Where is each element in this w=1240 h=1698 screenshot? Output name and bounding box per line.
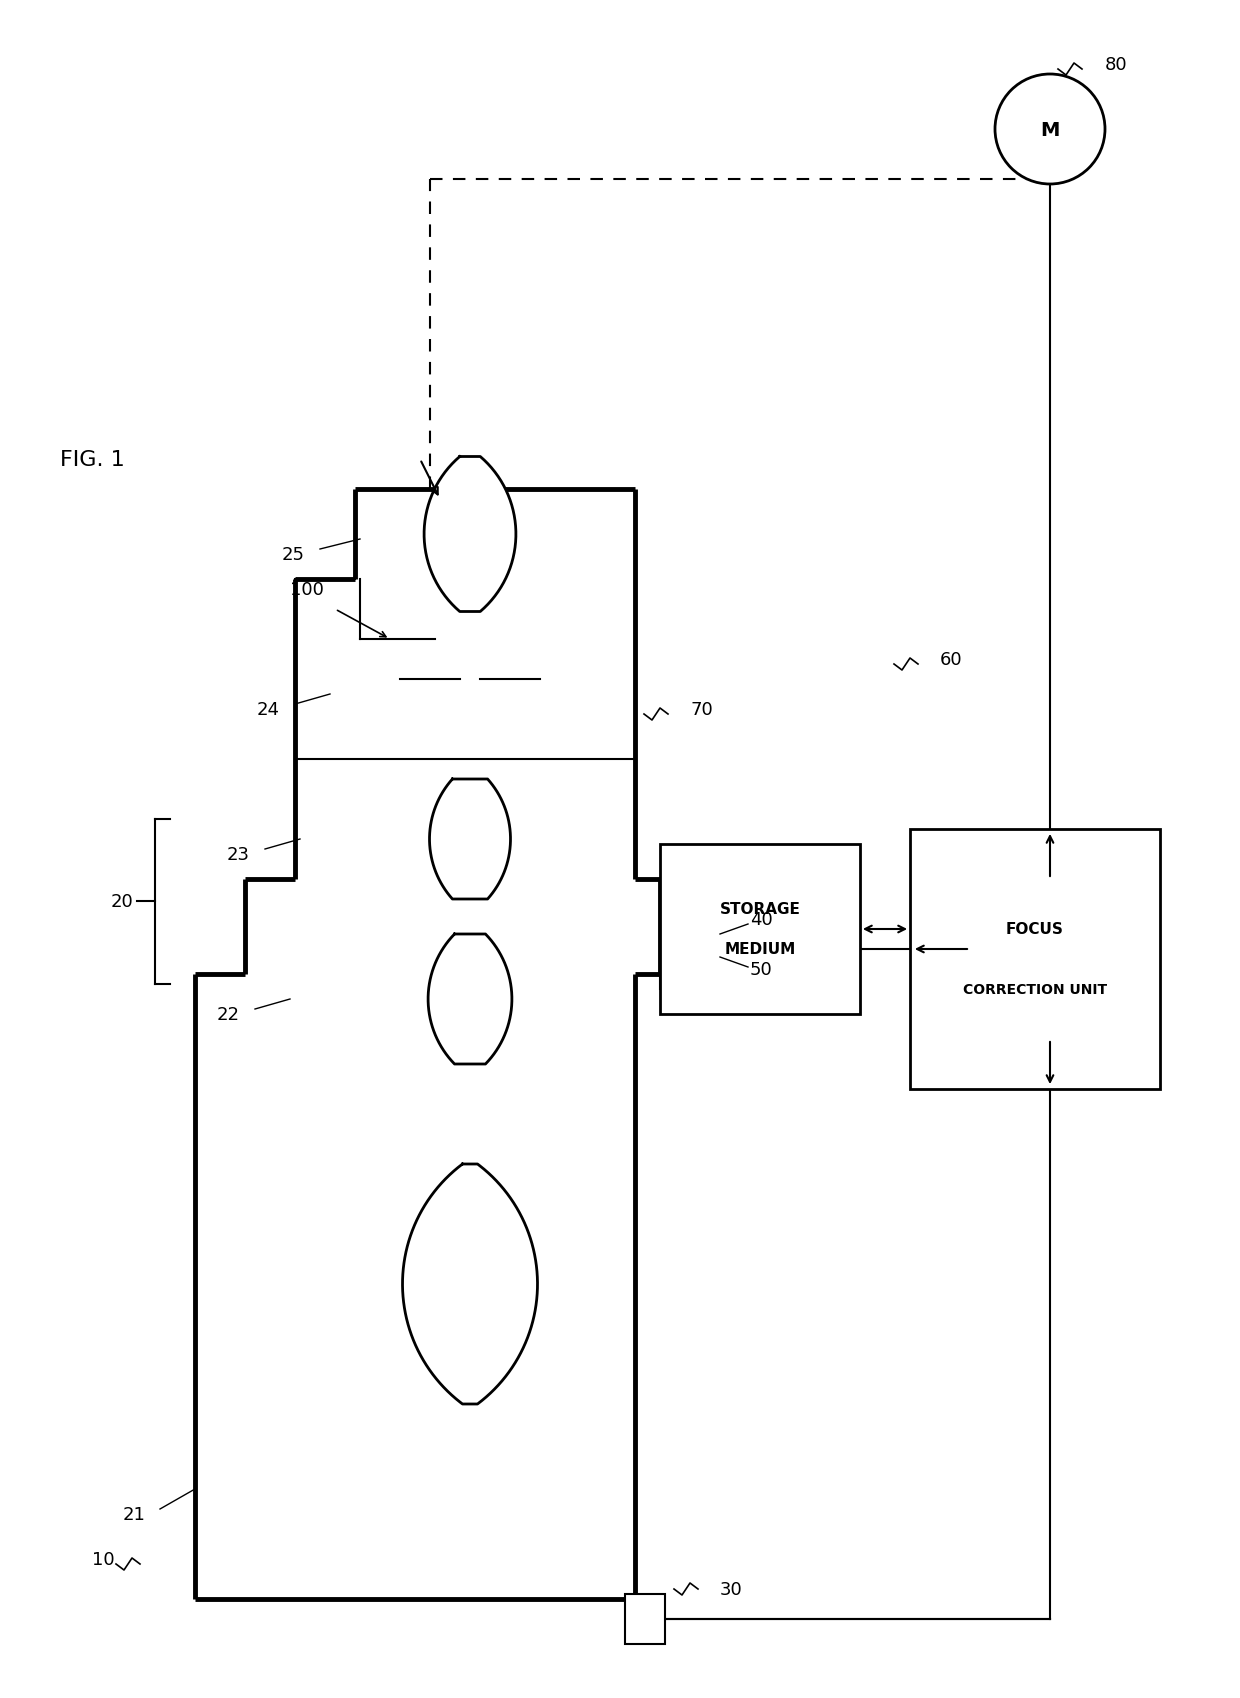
- Polygon shape: [424, 457, 516, 613]
- Text: MEDIUM: MEDIUM: [724, 942, 796, 958]
- Text: 50: 50: [750, 961, 773, 978]
- Text: 60: 60: [940, 650, 962, 669]
- Bar: [660, 890, 715, 990]
- Text: 70: 70: [689, 701, 713, 718]
- Text: 40: 40: [750, 910, 773, 929]
- Text: CORRECTION UNIT: CORRECTION UNIT: [963, 983, 1107, 997]
- Polygon shape: [403, 1165, 537, 1404]
- Polygon shape: [429, 779, 511, 900]
- Text: 20: 20: [110, 893, 133, 910]
- Text: STORAGE: STORAGE: [719, 902, 801, 917]
- Text: 22: 22: [217, 1005, 241, 1024]
- Bar: [625, 1594, 665, 1644]
- Text: 24: 24: [257, 701, 280, 718]
- Text: 30: 30: [720, 1581, 743, 1598]
- Bar: [910, 830, 1159, 1090]
- Text: FOCUS: FOCUS: [1006, 922, 1064, 937]
- Bar: [715, 929, 750, 970]
- Text: 100: 100: [290, 581, 324, 599]
- Bar: [660, 844, 861, 1014]
- Text: 10: 10: [92, 1550, 115, 1567]
- Text: 80: 80: [1105, 56, 1127, 75]
- Text: 21: 21: [122, 1504, 145, 1523]
- Text: 25: 25: [281, 545, 305, 564]
- Text: 23: 23: [227, 846, 250, 864]
- Text: M: M: [1040, 121, 1060, 139]
- Text: FIG. 1: FIG. 1: [60, 450, 125, 470]
- Polygon shape: [428, 934, 512, 1065]
- Circle shape: [994, 75, 1105, 185]
